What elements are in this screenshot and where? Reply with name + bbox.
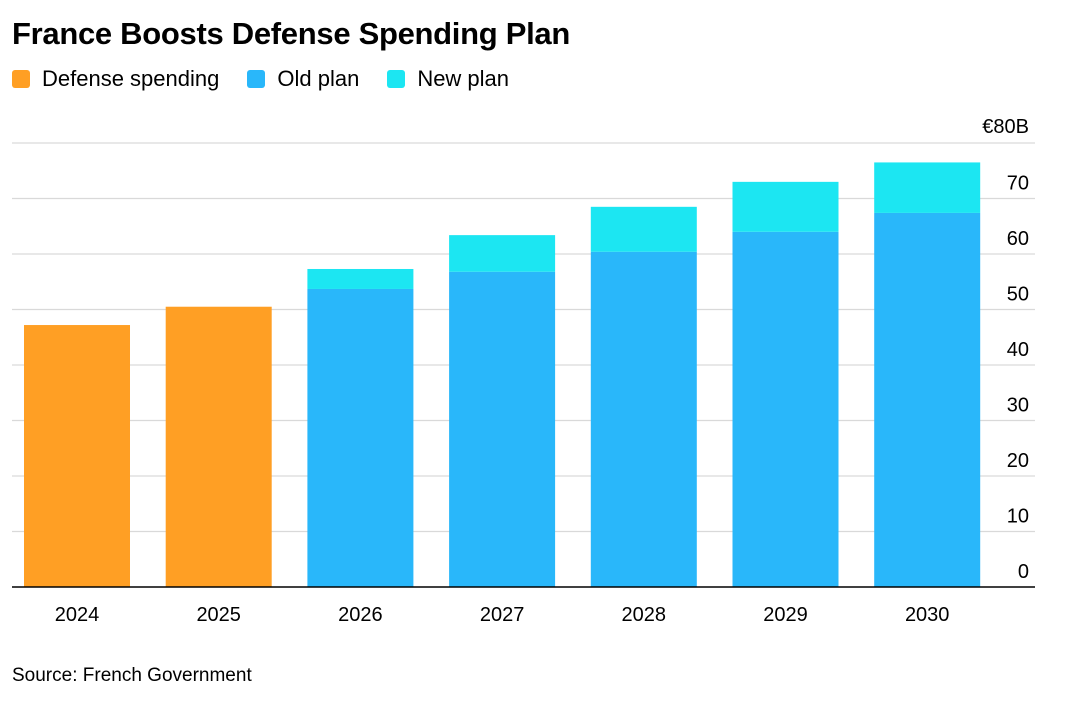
x-tick-label-2028: 2028: [622, 604, 667, 626]
y-tick-label-80: €80B: [982, 116, 1029, 138]
legend-item-new-plan: New plan: [387, 66, 509, 92]
x-tick-label-2027: 2027: [480, 604, 525, 626]
legend-swatch-defense-spending: [12, 70, 30, 88]
bar-new-plan-2026: [307, 268, 414, 289]
bar-new-plan-2029: [732, 181, 839, 232]
bar-old-plan-2027: [449, 271, 556, 587]
y-tick-label-10: 10: [1007, 506, 1029, 528]
x-tick-label-2030: 2030: [905, 604, 950, 626]
y-tick-label-0: 0: [1018, 561, 1029, 583]
x-tick-label-2029: 2029: [763, 604, 808, 626]
y-tick-label-50: 50: [1007, 284, 1029, 306]
x-tick-label-2026: 2026: [338, 604, 383, 626]
x-tick-label-2025: 2025: [196, 604, 241, 626]
legend-swatch-old-plan: [247, 70, 266, 88]
legend-swatch-new-plan: [387, 70, 406, 88]
chart-title: France Boosts Defense Spending Plan: [12, 16, 570, 51]
y-tick-label-40: 40: [1007, 339, 1029, 361]
source-note: Source: French Government: [12, 665, 252, 686]
legend-item-old-plan: Old plan: [247, 66, 359, 92]
bar-new-plan-2030: [874, 162, 981, 213]
y-tick-label-70: 70: [1007, 173, 1029, 195]
y-tick-label-30: 30: [1007, 395, 1029, 417]
y-tick-label-20: 20: [1007, 450, 1029, 472]
bar-old-plan-2029: [732, 231, 839, 588]
bar-defense-spending-2024: [24, 325, 130, 587]
legend: Defense spending Old plan New plan: [12, 66, 537, 92]
legend-item-defense-spending: Defense spending: [12, 66, 219, 92]
bar-old-plan-2026: [307, 288, 414, 587]
legend-label-new-plan: New plan: [417, 66, 510, 91]
bar-old-plan-2028: [590, 251, 697, 587]
bar-new-plan-2028: [590, 206, 697, 252]
x-tick-label-2024: 2024: [55, 604, 100, 626]
bar-old-plan-2030: [874, 212, 981, 587]
bar-new-plan-2027: [449, 235, 556, 272]
y-tick-label-60: 60: [1007, 228, 1029, 250]
legend-label-old-plan: Old plan: [277, 66, 360, 91]
legend-label-defense-spending: Defense spending: [42, 66, 220, 91]
bar-defense-spending-2025: [165, 306, 272, 587]
